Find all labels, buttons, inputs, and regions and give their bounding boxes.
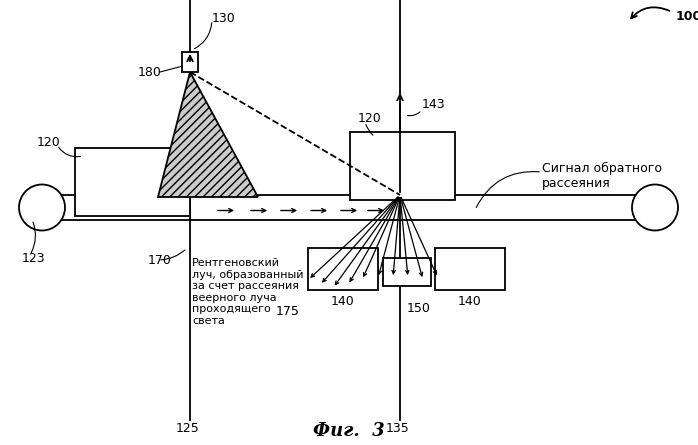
Text: Рентгеновский
луч, образованный
за счет рассеяния
веерного луча
проходящего
свет: Рентгеновский луч, образованный за счет …	[192, 258, 304, 326]
Text: 140: 140	[331, 295, 355, 308]
Text: 140: 140	[458, 295, 482, 308]
Text: 135: 135	[386, 422, 410, 435]
Bar	[383, 258, 431, 286]
Text: 125: 125	[176, 422, 200, 435]
Text: Сигнал обратного
рассеяния: Сигнал обратного рассеяния	[542, 162, 662, 190]
Text: 120: 120	[37, 135, 61, 149]
Bar	[308, 248, 378, 290]
Text: 123: 123	[22, 251, 45, 264]
Polygon shape	[158, 72, 258, 197]
Circle shape	[19, 185, 65, 231]
Text: 150: 150	[407, 302, 431, 315]
Text: Фиг.  3: Фиг. 3	[313, 422, 385, 440]
Text: 170: 170	[148, 254, 172, 267]
Text: 143: 143	[422, 98, 445, 112]
Bar	[42, 195, 655, 220]
Text: 175: 175	[276, 305, 300, 318]
Text: 180: 180	[138, 65, 162, 78]
Bar	[435, 248, 505, 290]
Text: 130: 130	[212, 12, 236, 24]
Circle shape	[632, 185, 678, 231]
Text: 100: 100	[676, 10, 698, 23]
Bar	[75, 148, 190, 216]
Text: 120: 120	[358, 112, 382, 125]
Bar	[182, 52, 198, 72]
Bar	[350, 132, 455, 200]
